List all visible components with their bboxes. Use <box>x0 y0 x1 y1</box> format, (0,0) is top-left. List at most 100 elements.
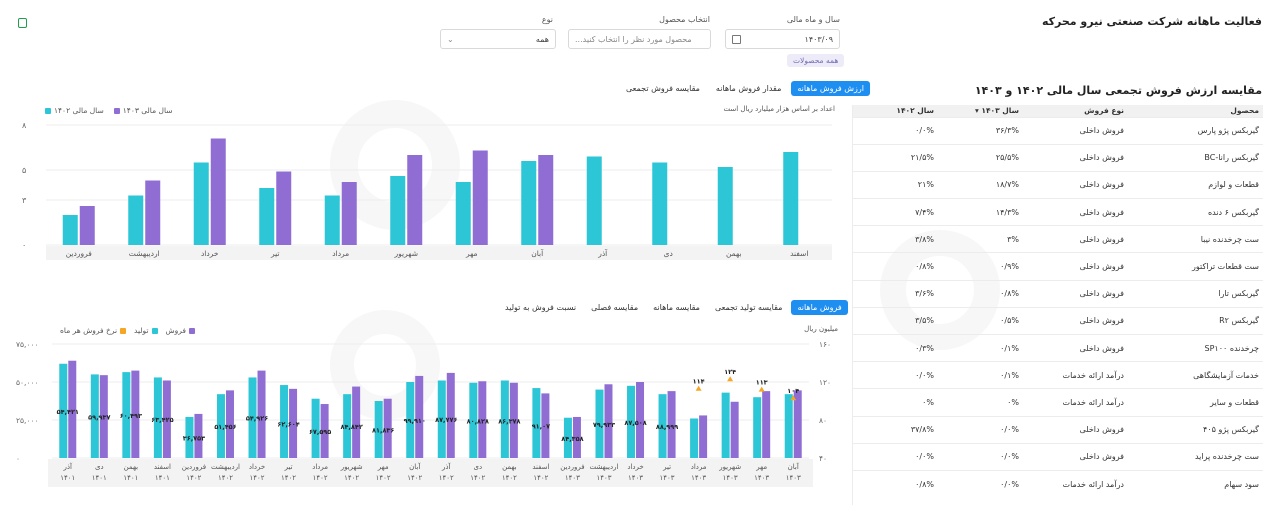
bar-sales <box>59 363 68 458</box>
bar-sales <box>437 380 446 458</box>
rate-label: ۱۱۴ <box>693 378 705 386</box>
tab-sales-production-ratio[interactable]: نسبت فروش به تولید <box>505 303 577 312</box>
x-tick-label-month: آذر <box>441 462 451 471</box>
cell-product: ست چرخدنده نیبا <box>1128 225 1263 253</box>
x-tick-label-year: ۱۴۰۳ <box>691 474 706 482</box>
x-tick-label-month: بهمن <box>124 463 139 471</box>
cell-1402: ۲۱/۵% <box>853 143 938 172</box>
bar-sales <box>721 392 730 458</box>
table-section-title: مقایسه ارزش فروش تجمعی سال مالی ۱۴۰۲ و ۱… <box>974 84 1262 97</box>
x-tick-label-year: ۱۴۰۲ <box>186 474 201 482</box>
cell-product: چرخدنده SP۱۰۰ <box>1128 333 1263 362</box>
bar-1402 <box>783 152 799 245</box>
bar-1402 <box>193 162 209 245</box>
cell-1403: ۰/۱% <box>938 361 1023 389</box>
bar-1402 <box>521 161 537 245</box>
x-tick-label-month: فروردین <box>182 463 206 471</box>
bar-data-label: ۸۷,۵۰۸ <box>624 419 646 427</box>
x-tick-label-year: ۱۴۰۲ <box>344 474 359 482</box>
bar-1403 <box>472 150 488 245</box>
cell-sale-type: فروش داخلی <box>1023 333 1128 362</box>
tab-monthly-sales[interactable]: فروش ماهانه <box>791 300 848 315</box>
all-products-chip[interactable]: همه محصولات <box>787 54 845 67</box>
bar-production <box>699 415 708 458</box>
x-tick-label-month: اسفند <box>154 463 171 471</box>
bar-1403 <box>276 171 292 245</box>
x-tick-label-month: اردیبهشت <box>211 463 240 471</box>
tab-seasonal-compare[interactable]: مقایسه فصلی <box>591 303 639 312</box>
bar-sales <box>406 382 415 458</box>
table-row: گیربکس پژو پارس فروش داخلی ۳۶/۳% ۰/۰% <box>853 116 1263 145</box>
bottom-chart-tabs: فروش ماهانه مقایسه تولید تجمعی مقایسه ما… <box>499 300 848 315</box>
top-chart: ۸ ۵ ۳ ۰ فروردین اردیبهشت خرداد تیر مرداد شهریور مه… <box>22 121 832 260</box>
page-title: فعالیت ماهانه شرکت صنعتی نیرو محرکه <box>1041 15 1262 28</box>
product-select[interactable]: محصول مورد نظر را انتخاب کنید... <box>568 29 711 49</box>
bar-production <box>572 416 581 458</box>
cell-1402: ۰/۸% <box>853 469 938 498</box>
bar-production <box>730 401 739 458</box>
cell-sale-type: فروش داخلی <box>1023 252 1128 281</box>
bar-1402 <box>586 156 602 245</box>
y-tick-label: ۰ <box>16 454 20 463</box>
x-axis-band <box>48 459 813 487</box>
y-tick-label: ۷۵,۰۰۰ <box>16 340 39 349</box>
bar-data-label: ۶۲,۶۰۴ <box>277 420 299 428</box>
cell-1403: ۰/۰% <box>938 442 1023 471</box>
bar-production <box>194 413 203 458</box>
x-tick-label-month: آبان <box>788 462 800 471</box>
table-row: سود سهام درآمد ارائه خدمات ۰/۰% ۰/۸% <box>853 469 1263 498</box>
bar-production <box>99 375 108 458</box>
cell-product: سود سهام <box>1128 469 1263 498</box>
bar-sales <box>753 397 762 458</box>
bar-sales <box>595 389 604 458</box>
col-1403[interactable]: سال ۱۴۰۳ ▾ <box>938 105 1023 117</box>
table-row: ست چرخدنده نیبا فروش داخلی ۳% ۳/۸% <box>853 225 1263 253</box>
cell-product: قطعات و سایر <box>1128 388 1263 417</box>
bar-production <box>509 382 518 458</box>
cell-sale-type: فروش داخلی <box>1023 442 1128 471</box>
y-tick-label: ۵۰,۰۰۰ <box>16 378 39 387</box>
tab-monthly-sales-value[interactable]: ارزش فروش ماهانه <box>791 81 870 96</box>
bar-production <box>68 360 77 458</box>
bar-sales <box>658 394 667 458</box>
type-select[interactable]: ⌄ همه <box>440 29 556 49</box>
x-tick-label: مهر <box>465 249 478 258</box>
bar-data-label: ۶۳,۴۲۵ <box>151 416 173 424</box>
excel-export-icon[interactable] <box>18 18 27 28</box>
bar-data-label: ۷۹,۹۳۳ <box>593 421 615 429</box>
tab-monthly-sales-quantity[interactable]: مقدار فروش ماهانه <box>715 84 782 93</box>
cell-sale-type: درآمد ارائه خدمات <box>1023 469 1128 498</box>
x-tick-label-month: آذر <box>63 462 73 471</box>
legend-item: سال مالی ۱۴۰۳ <box>113 106 173 115</box>
x-tick-label-month: مرداد <box>312 463 328 471</box>
bar-1402 <box>128 195 144 245</box>
table-row: قطعات و لوازم فروش داخلی ۱۸/۷% ۲۱% <box>853 170 1263 199</box>
y-tick-label: ۲۵,۰۰۰ <box>16 416 39 425</box>
cell-1403: ۰/۸% <box>938 279 1023 308</box>
x-tick-label: دی <box>664 249 673 258</box>
y-tick-label: ۵ <box>22 166 26 175</box>
cell-1403: ۲۵/۵% <box>938 143 1023 172</box>
x-tick-label-year: ۱۴۰۱ <box>60 474 75 482</box>
x-tick-label-year: ۱۴۰۳ <box>565 474 580 482</box>
bar-production <box>478 381 487 458</box>
tab-cumulative-production[interactable]: مقایسه تولید تجمعی <box>714 303 783 312</box>
bar-sales <box>216 394 225 458</box>
bar-1403 <box>538 155 554 245</box>
period-input[interactable]: ۱۴۰۳/۰۹ <box>725 29 840 49</box>
bar-sales <box>627 385 636 458</box>
bar-production <box>225 390 234 458</box>
table-row: گیربکس R۲ فروش داخلی ۰/۵% ۳/۵% <box>853 306 1263 335</box>
table-row: گیربکس پژو ۴۰۵ فروش داخلی ۰/۰% ۳۷/۸% <box>853 415 1263 444</box>
tab-cumulative-sales-compare[interactable]: مقایسه فروش تجمعی <box>626 84 700 93</box>
col-sale-type: نوع فروش <box>1023 105 1128 117</box>
bar-production <box>352 386 361 458</box>
cell-sale-type: فروش داخلی <box>1023 170 1128 199</box>
bar-data-label: ۸۸,۹۹۹ <box>656 423 678 431</box>
top-chart-legend: سال مالی ۱۴۰۲ سال مالی ۱۴۰۳ <box>45 106 173 115</box>
x-tick-label: اردیبهشت <box>129 249 160 258</box>
cell-1403: ۱۸/۷% <box>938 170 1023 199</box>
rate-label: ۱۱۳ <box>756 379 768 387</box>
x-tick-label: اسفند <box>790 249 808 258</box>
tab-monthly-compare[interactable]: مقایسه ماهانه <box>653 303 700 312</box>
